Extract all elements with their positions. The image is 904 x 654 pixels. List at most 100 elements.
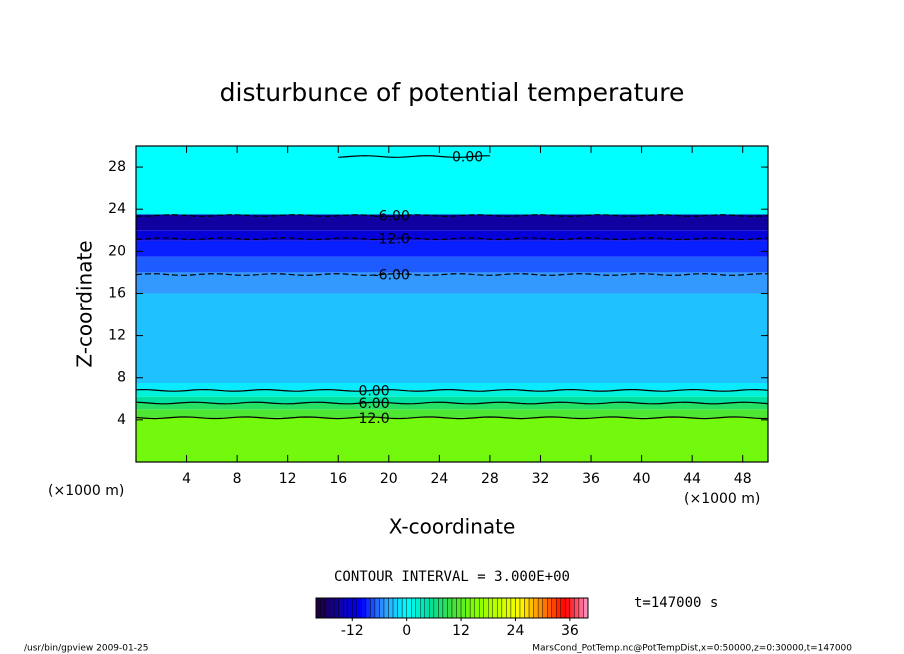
contour-line: [135, 273, 769, 276]
colorbar-cell: [324, 597, 330, 619]
colorbar-cell: [406, 597, 412, 619]
contour-label: -6.00: [374, 209, 410, 225]
colorbar-cell: [388, 597, 394, 619]
colorbar-cell: [519, 597, 525, 619]
plot-frame: [135, 145, 769, 463]
x-tick-label: 44: [683, 471, 701, 487]
x-tick-label: 16: [329, 471, 347, 487]
colorbar-cell: [528, 597, 534, 619]
x-tick-label: 8: [233, 471, 242, 487]
x-tick-label: 24: [430, 471, 448, 487]
colorbar-cell: [338, 597, 344, 619]
contour-line: [135, 214, 769, 217]
colorbar-cell: [347, 597, 353, 619]
time-label: t=147000 s: [634, 595, 718, 611]
y-axis-label: Z-coordinate: [73, 240, 97, 367]
contour-label: 0.00: [358, 383, 389, 399]
colorbar-cell: [551, 597, 557, 619]
colorbar-cell: [569, 597, 575, 619]
colorbar-cell: [583, 597, 589, 619]
colorbar-cell: [451, 597, 457, 619]
field-band: [136, 396, 768, 404]
colorbar-cell: [429, 597, 435, 619]
colorbar-cell: [565, 597, 571, 619]
colorbar-cell: [315, 597, 321, 619]
x-tick-label: 36: [582, 471, 600, 487]
colorbar-cell: [333, 597, 339, 619]
x-tick-label: 12: [279, 471, 297, 487]
colorbar-cell: [415, 597, 421, 619]
colorbar-cell: [397, 597, 403, 619]
contour-label: -6.00: [374, 268, 410, 284]
colorbar-cell: [497, 597, 503, 619]
colorbar-cell: [356, 597, 362, 619]
colorbar-cell: [361, 597, 367, 619]
x-tick-label: 4: [182, 471, 191, 487]
colorbar-cell: [329, 597, 335, 619]
y-tick-label: 4: [117, 412, 126, 428]
field-band: [136, 256, 768, 273]
colorbar-cell: [578, 597, 584, 619]
colorbar-tick-label: 0: [402, 623, 411, 639]
colorbar-cell: [501, 597, 507, 619]
chart-title: disturbunce of potential temperature: [220, 78, 685, 107]
field-band: [136, 417, 768, 462]
colorbar-cell: [492, 597, 498, 619]
x-tick-label: 40: [633, 471, 651, 487]
colorbar-cell: [483, 597, 489, 619]
contour-line: [135, 401, 769, 405]
x-tick-label: 48: [734, 471, 752, 487]
colorbar-cell: [392, 597, 398, 619]
colorbar-cell: [479, 597, 484, 619]
y-tick-label: 8: [117, 370, 126, 386]
y-tick-label: 16: [108, 285, 126, 301]
colorbar-cell: [374, 597, 380, 619]
x-tick-label: 28: [481, 471, 499, 487]
colorbar-cell: [547, 597, 552, 619]
colorbar-cell: [343, 597, 348, 619]
colorbar-tick-label: 12: [452, 623, 470, 639]
x-unit-label: (×1000 m): [48, 483, 124, 499]
contour-interval: CONTOUR INTERVAL = 3.000E+00: [334, 569, 570, 585]
field-band: [136, 214, 768, 231]
colorbar-cell: [537, 597, 543, 619]
colorbar-cell: [438, 597, 444, 619]
field-band: [136, 409, 768, 418]
contour-line: [135, 388, 769, 392]
contour-line: [135, 237, 769, 241]
footer-left: /usr/bin/gpview 2009-01-25: [24, 644, 148, 654]
colorbar-frame: [315, 597, 589, 619]
contour-line: [135, 416, 768, 420]
y-tick-label: 24: [108, 201, 126, 217]
x-unit-label: (×1000 m): [684, 491, 760, 507]
colorbar-cell: [424, 597, 430, 619]
colorbar-cell: [542, 597, 548, 619]
field-band: [136, 403, 768, 410]
contour-label: 0.00: [452, 150, 483, 166]
colorbar-cell: [510, 597, 516, 619]
colorbar-cell: [401, 597, 407, 619]
contour-label: -12.0: [374, 232, 410, 248]
contour-line: [338, 155, 490, 158]
y-tick-label: 28: [108, 159, 126, 175]
colorbar-cell: [469, 597, 475, 619]
colorbar-tick-label: 36: [561, 623, 579, 639]
field-band: [136, 230, 768, 241]
contour-label: 12.0: [358, 411, 389, 427]
colorbar-cell: [506, 597, 512, 619]
colorbar-cell: [442, 597, 448, 619]
field-band: [136, 383, 768, 391]
y-tick-label: 12: [108, 328, 126, 344]
field-band: [136, 240, 768, 257]
colorbar-cell: [524, 597, 530, 619]
colorbar-cell: [320, 597, 326, 619]
footer-right: MarsCond_PotTemp.nc@PotTempDist,x=0:5000…: [532, 644, 852, 654]
colorbar-cell: [352, 597, 357, 619]
field-band: [136, 293, 768, 383]
colorbar-cell: [383, 597, 389, 619]
colorbar-tick-label: 24: [507, 623, 525, 639]
colorbar-cell: [411, 597, 416, 619]
colorbar-cell: [574, 597, 580, 619]
x-tick-label: 20: [380, 471, 398, 487]
